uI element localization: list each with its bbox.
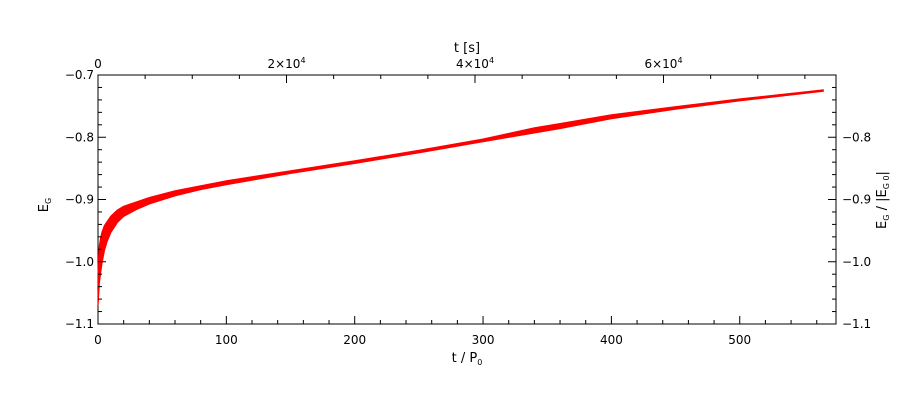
- top-x-tick-label: 4×104: [456, 56, 494, 71]
- series-line-0: [97, 89, 824, 290]
- top-x-tick-label: 6×104: [644, 56, 682, 71]
- y-axis-title: EG: [37, 198, 53, 212]
- top-x-tick-label: 0: [94, 57, 102, 71]
- right-y-tick-label: −1.1: [842, 317, 871, 331]
- y-tick-label: −1.0: [65, 255, 94, 269]
- series-band-0: [97, 89, 824, 306]
- x-tick-label: 200: [343, 333, 366, 347]
- y-tick-label: −1.1: [65, 317, 94, 331]
- y-tick-label: −0.8: [65, 130, 94, 144]
- right-y-axis-title: EG / |EG 0|: [875, 171, 891, 229]
- labels-layer: 0 100 200 300 400 500 0 2×104 4×104 6×104 −0.7 −0.8…: [65, 56, 871, 347]
- x-tick-label: 0: [94, 333, 102, 347]
- x-axis-title: t / P0: [452, 351, 483, 367]
- top-x-axis-title: t [s]: [454, 41, 480, 56]
- series-layer: [97, 89, 824, 306]
- ticks-layer: [97, 74, 836, 325]
- y-tick-label: −0.7: [65, 68, 94, 82]
- right-y-tick-label: −1.0: [842, 255, 871, 269]
- top-x-tick-label: 2×104: [267, 56, 305, 71]
- x-tick-label: 300: [472, 333, 495, 347]
- plot-frame: [97, 74, 837, 325]
- y-tick-label: −0.9: [65, 193, 94, 207]
- right-y-tick-label: −0.9: [842, 193, 871, 207]
- x-tick-label: 100: [215, 333, 238, 347]
- x-tick-label: 500: [728, 333, 751, 347]
- x-tick-label: 400: [600, 333, 623, 347]
- right-y-tick-label: −0.8: [842, 130, 871, 144]
